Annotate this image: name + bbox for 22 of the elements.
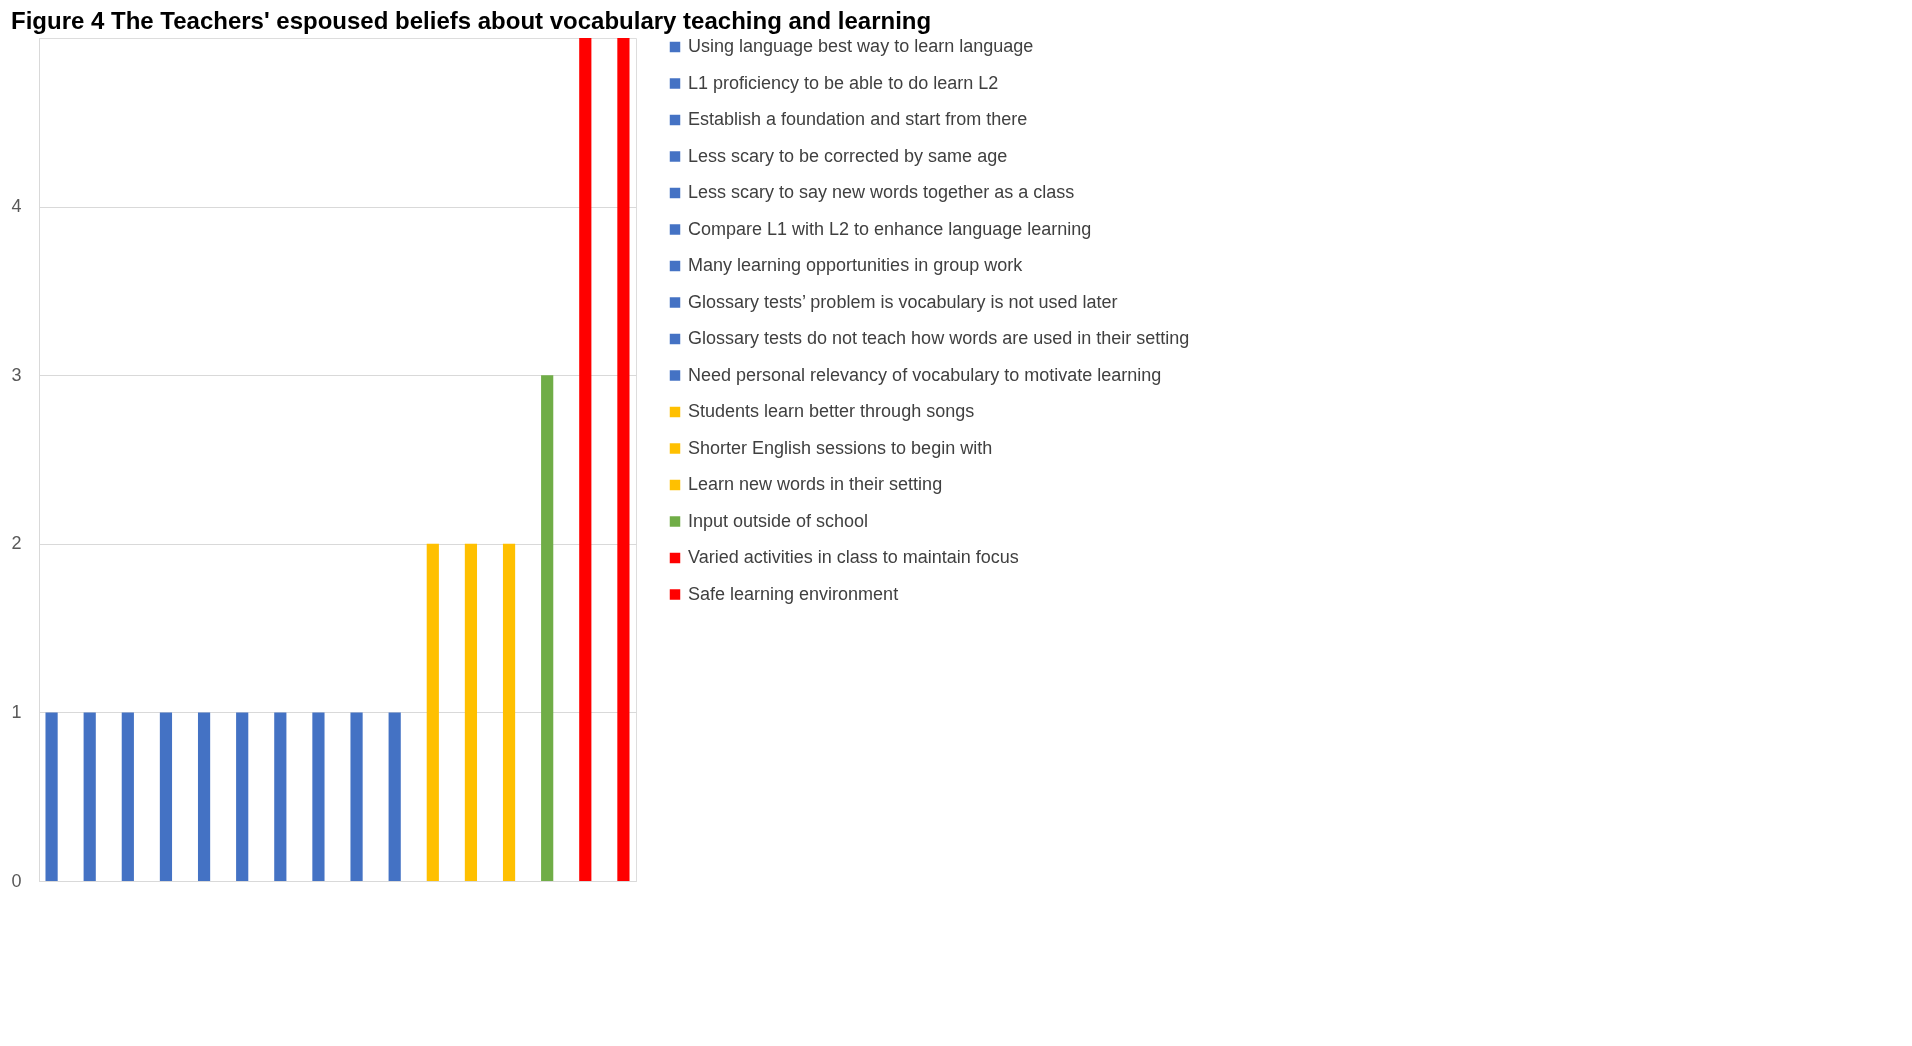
- y-tick-label: 3: [11, 364, 22, 385]
- legend-label: L1 proficiency to be able to do learn L2: [688, 72, 999, 93]
- legend-label: Many learning opportunities in group work: [688, 255, 1024, 275]
- legend-label: Glossary tests’ problem is vocabulary is not used later: [688, 291, 1118, 312]
- y-tick-label: 0: [11, 870, 22, 891]
- chart-title: Figure 4 The Teachers' espoused beliefs about vocabulary teaching and learning: [10, 7, 932, 34]
- legend-label: Establish a foundation and start from there: [688, 109, 1028, 129]
- y-tick-label: 2: [11, 533, 22, 554]
- y-tick-label: 4: [11, 196, 22, 217]
- legend-label: Less scary to say new words together as a class: [688, 182, 1075, 202]
- legend-label: Shorter English sessions to begin with: [688, 437, 993, 458]
- legend-label: Using language best way to learn language: [688, 36, 1034, 56]
- legend-label: Varied activities in class to maintain focus: [688, 547, 1019, 567]
- legend-label: Safe learning environment: [688, 583, 899, 604]
- legend-label: Less scary to be corrected by same age: [688, 145, 1008, 166]
- legend-label: Compare L1 with L2 to enhance language learning: [688, 218, 1092, 239]
- y-tick-label: 1: [11, 701, 22, 722]
- legend-label: Glossary tests do not teach how words are used in their setting: [688, 328, 1190, 348]
- legend-label: Input outside of school: [688, 510, 869, 531]
- legend-label: Students learn better through songs: [688, 401, 975, 421]
- legend-label: Need personal relevancy of vocabulary to motivate learning: [688, 364, 1162, 385]
- legend-label: Learn new words in their setting: [688, 474, 943, 494]
